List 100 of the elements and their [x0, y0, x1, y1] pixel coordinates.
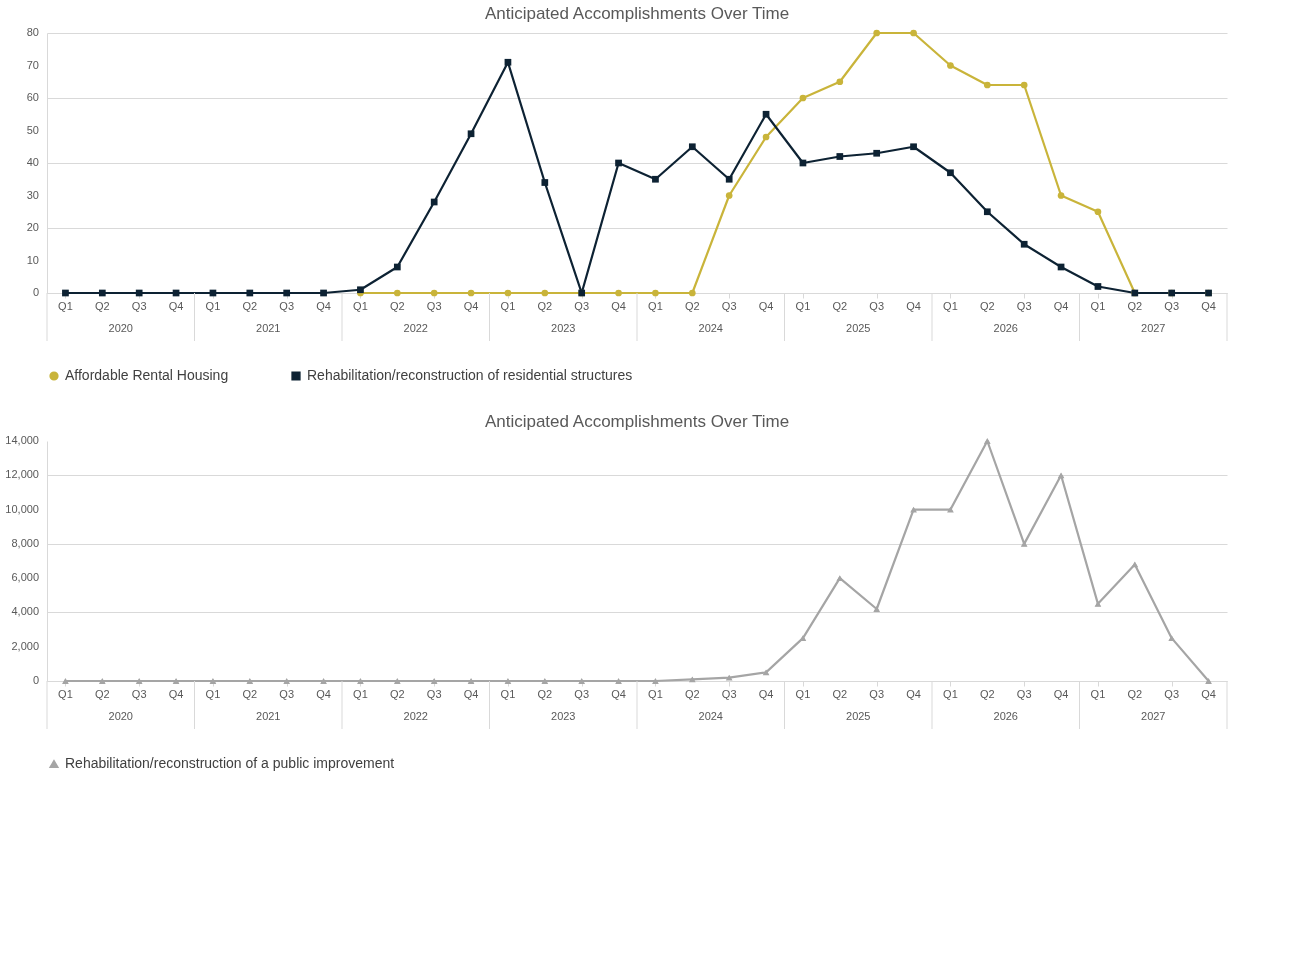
- x-tick-label: Q2: [832, 300, 848, 312]
- x-tick-label: Q4: [168, 688, 184, 700]
- x-tick-label: Q4: [758, 688, 774, 700]
- text: 2026: [993, 322, 1018, 334]
- text: 2020: [108, 710, 133, 722]
- x-tick-label: Q2: [389, 688, 405, 700]
- x-tick-label: Q3: [1016, 688, 1032, 700]
- chart-title: Anticipated Accomplishments Over Time: [484, 4, 790, 23]
- text: 2025: [846, 710, 871, 722]
- x-tick-label: Q1: [943, 688, 958, 700]
- x-tick-label: Q1: [1090, 688, 1106, 700]
- x-tick-label: Q2: [537, 300, 553, 312]
- x-tick-label: Q4: [463, 688, 479, 700]
- x-tick-label: Q3: [721, 300, 737, 312]
- x-tick-label: Q3: [426, 300, 442, 312]
- x-tick-label: Q1: [205, 300, 221, 312]
- text: 2021: [256, 710, 281, 722]
- x-tick-label: Q4: [1053, 300, 1069, 312]
- x-tick-label: Q3: [574, 688, 590, 700]
- x-tick-label: Q2: [684, 688, 700, 700]
- x-tick-label: Q2: [389, 300, 405, 312]
- y-tick-label: 70: [26, 58, 39, 71]
- x-tick-label: Q2: [979, 300, 995, 312]
- y-tick-label: 10: [26, 253, 39, 266]
- x-tick-label: Q4: [1201, 688, 1216, 700]
- x-tick-label: Q3: [1164, 688, 1180, 700]
- y-tick-label: 0: [32, 674, 39, 686]
- x-tick-label: Q3: [279, 300, 295, 312]
- legend-label: Affordable Rental Housing: [65, 367, 229, 383]
- y-tick-label: 12,000: [5, 468, 39, 481]
- x-tick-label: Q3: [279, 688, 295, 700]
- x-tick-label: Q1: [58, 688, 73, 700]
- x-tick-label: Q4: [1053, 688, 1069, 700]
- x-tick-label: Q1: [205, 688, 221, 700]
- y-tick-label: 8,000: [11, 536, 39, 549]
- text: 2026: [993, 710, 1018, 722]
- legend-label: Rehabilitation/reconstruction of residential structures: [307, 367, 633, 383]
- text: 2027: [1141, 710, 1166, 722]
- point: [615, 678, 622, 684]
- x-tick-label: Q1: [500, 300, 516, 312]
- x-tick-label: Q3: [1016, 300, 1032, 312]
- y-tick-label: 2,000: [11, 639, 39, 652]
- x-tick-label: Q2: [832, 688, 848, 700]
- text: 2021: [256, 322, 281, 334]
- x-tick-label: Q4: [168, 300, 184, 312]
- x-tick-label: Q3: [426, 688, 442, 700]
- point: [320, 678, 327, 684]
- x-tick-label: Q4: [758, 300, 774, 312]
- x-tick-label: Q2: [242, 688, 258, 700]
- x-tick-label: Q3: [131, 688, 147, 700]
- text: 2020: [108, 322, 133, 334]
- text: 2024: [698, 322, 723, 334]
- x-tick-label: Q1: [58, 300, 73, 312]
- x-tick-label: Q4: [316, 300, 331, 312]
- x-tick-label: Q3: [574, 300, 590, 312]
- x-tick-label: Q1: [500, 688, 516, 700]
- y-tick-label: 20: [26, 221, 39, 233]
- chart-title: Anticipated Accomplishments Over Time: [484, 412, 790, 431]
- point: [947, 62, 954, 69]
- x-tick-label: Q4: [316, 688, 331, 700]
- x-tick-label: Q3: [721, 688, 737, 700]
- point: [1205, 678, 1212, 684]
- text: 2022: [403, 710, 428, 722]
- y-tick-label: 14,000: [5, 434, 39, 446]
- x-tick-label: Q2: [1127, 300, 1143, 312]
- x-tick-label: Q3: [869, 300, 885, 312]
- x-tick-label: Q4: [611, 688, 626, 700]
- y-tick-label: 80: [26, 26, 39, 38]
- x-tick-label: Q4: [1201, 300, 1216, 312]
- text: 2025: [846, 322, 871, 334]
- x-tick-label: Q1: [795, 688, 811, 700]
- x-tick-label: Q3: [131, 300, 147, 312]
- y-tick-label: 0: [32, 286, 39, 298]
- text: 2023: [551, 322, 576, 334]
- y-tick-label: 10,000: [5, 502, 39, 515]
- y-tick-label: 40: [26, 156, 39, 168]
- x-tick-label: Q1: [353, 688, 368, 700]
- y-tick-label: 6,000: [11, 571, 39, 584]
- x-tick-label: Q2: [979, 688, 995, 700]
- x-tick-label: Q2: [1127, 688, 1143, 700]
- x-tick-label: Q2: [684, 300, 700, 312]
- x-tick-label: Q3: [869, 688, 885, 700]
- x-tick-label: Q1: [943, 300, 958, 312]
- x-tick-label: Q2: [242, 300, 258, 312]
- x-tick-label: Q1: [648, 688, 663, 700]
- x-tick-label: Q4: [611, 300, 626, 312]
- x-tick-label: Q2: [94, 688, 110, 700]
- text: 2027: [1141, 322, 1166, 334]
- x-tick-label: Q3: [1164, 300, 1180, 312]
- x-tick-label: Q1: [1090, 300, 1106, 312]
- x-tick-label: Q2: [537, 688, 553, 700]
- y-tick-label: 4,000: [11, 605, 39, 618]
- text: 2022: [403, 322, 428, 334]
- y-tick-label: 50: [26, 123, 39, 136]
- x-tick-label: Q4: [906, 300, 921, 312]
- y-tick-label: 60: [26, 91, 39, 103]
- x-tick-label: Q1: [795, 300, 811, 312]
- x-tick-label: Q4: [463, 300, 479, 312]
- text: 2023: [551, 710, 576, 722]
- legend-label: Rehabilitation/reconstruction of a public improvement: [65, 755, 395, 771]
